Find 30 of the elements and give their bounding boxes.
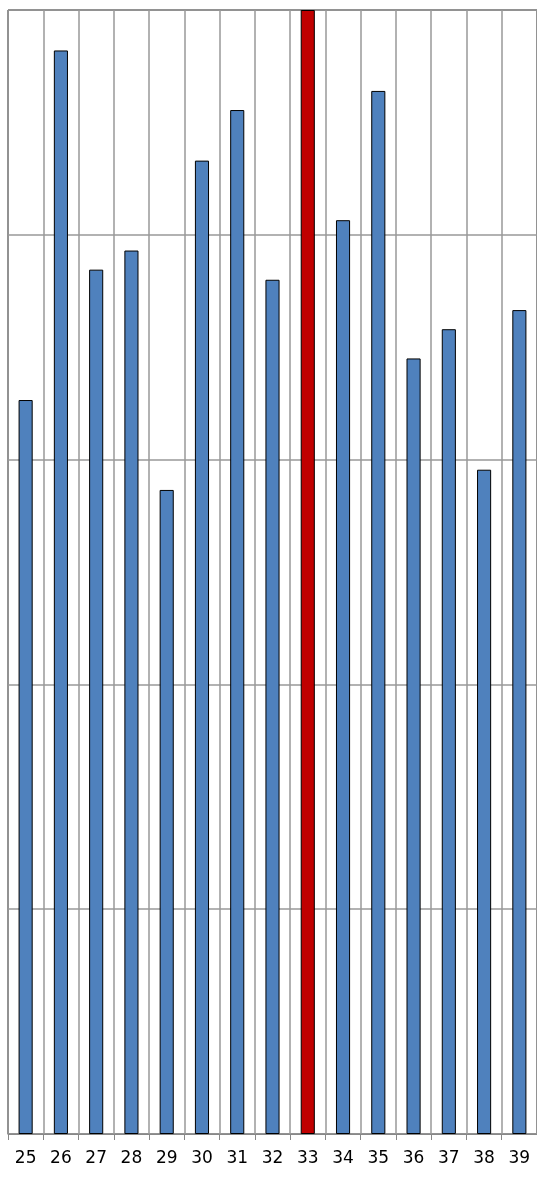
- bar: [300, 10, 315, 1134]
- bar: [477, 469, 492, 1134]
- x-tick-label: 37: [438, 1146, 460, 1167]
- bar: [230, 110, 245, 1134]
- x-tick-label: 34: [332, 1146, 354, 1167]
- bar: [512, 310, 527, 1134]
- bar: [194, 160, 210, 1134]
- bar: [53, 50, 68, 1134]
- bar: [159, 489, 174, 1134]
- bar: [124, 250, 139, 1134]
- x-tick-label: 36: [402, 1146, 425, 1167]
- x-tick-label: 33: [296, 1146, 319, 1167]
- x-tick-label: 30: [191, 1146, 213, 1167]
- bar: [406, 358, 421, 1134]
- x-tick-label: 31: [226, 1146, 249, 1167]
- x-tick-label: 27: [85, 1146, 107, 1167]
- x-tick-label: 35: [367, 1146, 390, 1167]
- bar: [18, 400, 33, 1134]
- x-tick-label: 39: [508, 1146, 531, 1167]
- x-tick-label: 26: [50, 1146, 72, 1167]
- x-tick-label: 28: [120, 1146, 143, 1167]
- bar: [441, 329, 456, 1134]
- bar: [371, 90, 386, 1134]
- bar: [89, 269, 104, 1134]
- x-tick-label: 25: [14, 1146, 37, 1167]
- x-tick-label: 29: [155, 1146, 178, 1167]
- bar: [335, 220, 351, 1134]
- x-tick-label: 32: [261, 1146, 284, 1167]
- bar: [265, 279, 280, 1134]
- x-tick-label: 38: [473, 1146, 495, 1167]
